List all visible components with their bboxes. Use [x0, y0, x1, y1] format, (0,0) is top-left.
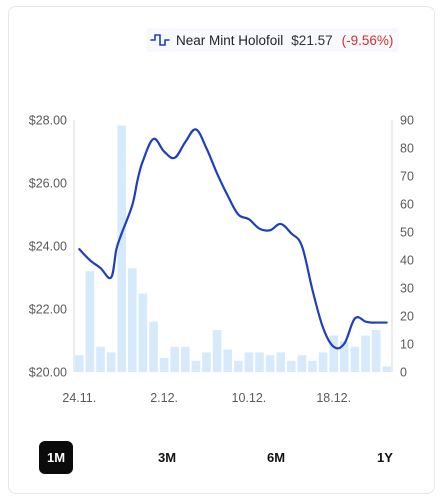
left-axis: $20.00 $22.00 $24.00 $26.00 $28.00 [29, 114, 75, 380]
left-tick-label: $20.00 [29, 366, 67, 380]
volume-bar [382, 366, 391, 372]
legend-series-name: Near Mint Holofoil [176, 32, 284, 48]
x-tick-label: 24.11. [62, 391, 96, 405]
x-tick-label: 10.12. [232, 391, 267, 405]
right-tick-label: 30 [400, 282, 414, 296]
volume-bar [255, 352, 264, 372]
volume-bar [318, 352, 328, 372]
price-line-path [78, 128, 388, 350]
volume-bar [234, 360, 243, 372]
price-chart: $20.00 $22.00 $24.00 $26.00 $28.00 0 10 20 30 40… [29, 114, 414, 406]
range-button-1y[interactable]: 1Y [377, 450, 393, 465]
volume-bar [138, 293, 148, 372]
left-tick-label: $28.00 [29, 114, 67, 128]
volume-bar [371, 330, 381, 372]
right-tick-label: 90 [400, 114, 414, 128]
legend-current-price: $21.57 [291, 32, 333, 48]
volume-bar [287, 360, 296, 372]
range-button-6m[interactable]: 6M [266, 450, 286, 465]
range-button-1m[interactable]: 1M [39, 441, 73, 474]
price-line-icon [150, 34, 170, 46]
right-tick-label: 50 [400, 226, 414, 240]
volume-bar [329, 335, 338, 372]
volume-bar [128, 268, 137, 372]
price-legend: Near Mint Holofoil $21.57 (-9.56%) [146, 28, 400, 52]
volume-bar [191, 360, 201, 372]
price-line [78, 128, 388, 350]
volume-bars [75, 125, 391, 372]
volume-bar [106, 352, 116, 372]
right-tick-label: 10 [400, 338, 414, 352]
volume-bar [212, 330, 222, 372]
x-tick-label: 2.12. [150, 391, 178, 405]
left-tick-label: $26.00 [29, 177, 67, 191]
volume-bar [75, 355, 84, 372]
volume-bar [117, 125, 126, 372]
right-axis: 0 10 20 30 40 50 60 70 80 90 [391, 114, 414, 380]
volume-bar [170, 346, 179, 372]
volume-bar [244, 352, 254, 372]
volume-bar [159, 358, 169, 372]
right-tick-label: 80 [400, 142, 414, 156]
volume-bar [202, 352, 211, 372]
volume-bar [85, 271, 95, 372]
volume-bar [265, 355, 275, 372]
volume-bar [181, 346, 190, 372]
x-tick-label: 18.12. [316, 391, 351, 405]
range-button-3m[interactable]: 3M [157, 450, 177, 465]
volume-bar [308, 360, 317, 372]
right-tick-label: 70 [400, 170, 414, 184]
volume-bar [223, 349, 232, 372]
right-tick-label: 20 [400, 310, 414, 324]
right-tick-label: 0 [400, 366, 407, 380]
volume-bar [276, 352, 285, 372]
volume-bar [96, 346, 105, 372]
left-tick-label: $24.00 [29, 240, 67, 254]
volume-bar [361, 335, 370, 372]
volume-bar [340, 341, 349, 372]
right-tick-label: 60 [400, 198, 414, 212]
volume-bar [149, 321, 158, 372]
legend-price-change: (-9.56%) [341, 32, 394, 48]
x-axis: 24.11. 2.12. 10.12. 18.12. [62, 391, 351, 405]
left-tick-label: $22.00 [29, 303, 67, 317]
volume-bar [297, 355, 307, 372]
volume-bar [350, 346, 360, 372]
right-tick-label: 40 [400, 254, 414, 268]
